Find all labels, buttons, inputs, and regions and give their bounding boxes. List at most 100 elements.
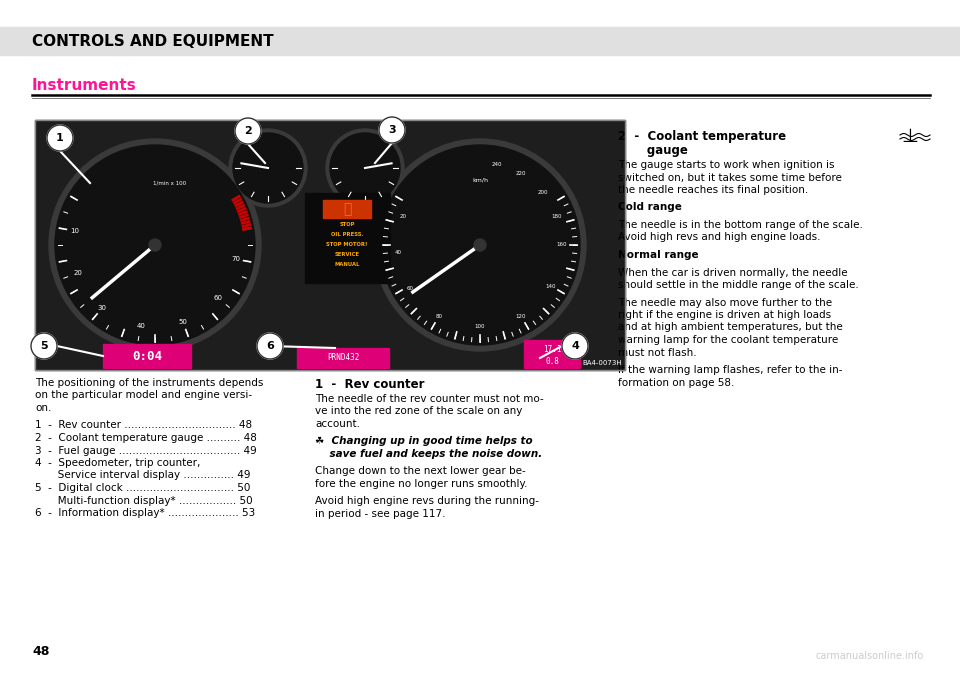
Circle shape: [474, 239, 486, 251]
Bar: [524, 340, 580, 368]
Text: 1  -  Rev counter: 1 - Rev counter: [315, 378, 424, 391]
Bar: [103, 344, 191, 368]
Text: on.: on.: [35, 403, 52, 413]
Circle shape: [47, 125, 73, 151]
Circle shape: [31, 333, 57, 359]
Text: 5  -  Digital clock ................................ 50: 5 - Digital clock ......................…: [35, 483, 251, 493]
Text: Cold range: Cold range: [618, 203, 682, 213]
Text: ve into the red zone of the scale on any: ve into the red zone of the scale on any: [315, 406, 522, 417]
Bar: [305, 193, 390, 283]
Circle shape: [330, 133, 400, 203]
Text: 180: 180: [552, 215, 563, 219]
Text: 40: 40: [136, 323, 145, 328]
Text: 60: 60: [213, 295, 223, 301]
Text: Change down to the next lower gear be-: Change down to the next lower gear be-: [315, 466, 526, 476]
Text: 120: 120: [516, 314, 526, 318]
Text: 0:04: 0:04: [132, 349, 162, 363]
Text: STOP: STOP: [339, 223, 355, 227]
Text: in period - see page 117.: in period - see page 117.: [315, 509, 445, 519]
Text: 200: 200: [538, 190, 548, 194]
Text: Avoid high revs and high engine loads.: Avoid high revs and high engine loads.: [618, 232, 821, 242]
Bar: [323, 200, 371, 218]
Text: STOP MOTOR!: STOP MOTOR!: [326, 242, 368, 248]
Text: switched on, but it takes some time before: switched on, but it takes some time befo…: [618, 172, 842, 182]
Circle shape: [257, 333, 283, 359]
Text: Normal range: Normal range: [618, 250, 699, 260]
Text: 1: 1: [56, 133, 64, 143]
Text: The positioning of the instruments depends: The positioning of the instruments depen…: [35, 378, 263, 388]
Text: 1  -  Rev counter ................................. 48: 1 - Rev counter ........................…: [35, 421, 252, 431]
Text: MANUAL: MANUAL: [334, 262, 360, 267]
Text: 3  -  Fuel gauge .................................... 49: 3 - Fuel gauge .........................…: [35, 446, 256, 456]
Text: save fuel and keeps the noise down.: save fuel and keeps the noise down.: [315, 449, 542, 459]
Text: 4: 4: [571, 341, 579, 351]
Circle shape: [562, 333, 588, 359]
Text: 40: 40: [395, 250, 402, 254]
Text: 3: 3: [388, 125, 396, 135]
Text: the needle reaches its final position.: the needle reaches its final position.: [618, 185, 808, 195]
Text: Multi-function display* ................. 50: Multi-function display* ................…: [35, 495, 252, 505]
Text: right if the engine is driven at high loads: right if the engine is driven at high lo…: [618, 310, 831, 320]
Text: and at high ambient temperatures, but the: and at high ambient temperatures, but th…: [618, 322, 843, 332]
Text: 10: 10: [70, 227, 79, 234]
Text: must not flash.: must not flash.: [618, 347, 697, 357]
Text: PRND432: PRND432: [326, 353, 359, 363]
Text: should settle in the middle range of the scale.: should settle in the middle range of the…: [618, 280, 859, 290]
Circle shape: [149, 239, 161, 251]
Circle shape: [229, 129, 307, 207]
Text: The gauge starts to work when ignition is: The gauge starts to work when ignition i…: [618, 160, 834, 170]
Text: The needle of the rev counter must not mo-: The needle of the rev counter must not m…: [315, 394, 543, 404]
Text: on the particular model and engine versi-: on the particular model and engine versi…: [35, 390, 252, 400]
Text: 1/min x 100: 1/min x 100: [154, 180, 186, 186]
Text: 140: 140: [546, 283, 556, 289]
Text: 60: 60: [407, 286, 414, 291]
Text: 5: 5: [40, 341, 48, 351]
Text: 240: 240: [492, 162, 502, 168]
Bar: [297, 348, 389, 368]
Circle shape: [55, 145, 255, 345]
Text: If the warning lamp flashes, refer to the in-: If the warning lamp flashes, refer to th…: [618, 365, 843, 375]
Circle shape: [49, 139, 261, 351]
Text: 160: 160: [557, 242, 567, 248]
Text: warning lamp for the coolant temperature: warning lamp for the coolant temperature: [618, 335, 838, 345]
Text: Instruments: Instruments: [32, 77, 136, 92]
Text: 220: 220: [516, 172, 526, 176]
Text: Service interval display ............... 49: Service interval display ...............…: [35, 470, 251, 481]
Text: ⊥: ⊥: [901, 127, 919, 146]
Text: gauge: gauge: [618, 144, 688, 157]
Text: SERVICE: SERVICE: [334, 252, 359, 258]
Text: 50: 50: [179, 319, 187, 325]
Circle shape: [326, 129, 404, 207]
Circle shape: [235, 118, 261, 144]
Text: CONTROLS AND EQUIPMENT: CONTROLS AND EQUIPMENT: [32, 34, 274, 48]
Text: 6  -  Information display* ..................... 53: 6 - Information display* ...............…: [35, 508, 255, 518]
Text: 30: 30: [98, 305, 107, 311]
Text: account.: account.: [315, 419, 360, 429]
Text: 🛢: 🛢: [343, 202, 351, 216]
Text: When the car is driven normally, the needle: When the car is driven normally, the nee…: [618, 267, 848, 277]
Text: 4  -  Speedometer, trip counter,: 4 - Speedometer, trip counter,: [35, 458, 201, 468]
Text: 70: 70: [231, 256, 240, 262]
Text: 2  -  Coolant temperature gauge .......... 48: 2 - Coolant temperature gauge ..........…: [35, 433, 257, 443]
Text: ☘  Changing up in good time helps to: ☘ Changing up in good time helps to: [315, 437, 533, 446]
Text: 20: 20: [74, 270, 83, 276]
Text: 20: 20: [399, 215, 406, 219]
Text: 17.1: 17.1: [542, 345, 562, 354]
Bar: [35, 120, 625, 370]
Text: 6: 6: [266, 341, 274, 351]
Circle shape: [233, 133, 303, 203]
Text: 2  -  Coolant temperature: 2 - Coolant temperature: [618, 130, 786, 143]
Text: BA4-0073H: BA4-0073H: [583, 360, 622, 366]
Text: 0.8: 0.8: [545, 357, 559, 365]
Text: 80: 80: [436, 314, 443, 318]
Bar: [35, 120, 625, 370]
Circle shape: [380, 145, 580, 345]
Text: 48: 48: [32, 645, 49, 658]
Text: The needle may also move further to the: The needle may also move further to the: [618, 297, 832, 308]
Circle shape: [374, 139, 586, 351]
Text: OIL PRESS.: OIL PRESS.: [331, 232, 363, 238]
Text: fore the engine no longer runs smoothly.: fore the engine no longer runs smoothly.: [315, 479, 527, 489]
Text: Avoid high engine revs during the running-: Avoid high engine revs during the runnin…: [315, 497, 539, 507]
Text: km/h: km/h: [472, 178, 488, 182]
Text: formation on page 58.: formation on page 58.: [618, 378, 734, 388]
